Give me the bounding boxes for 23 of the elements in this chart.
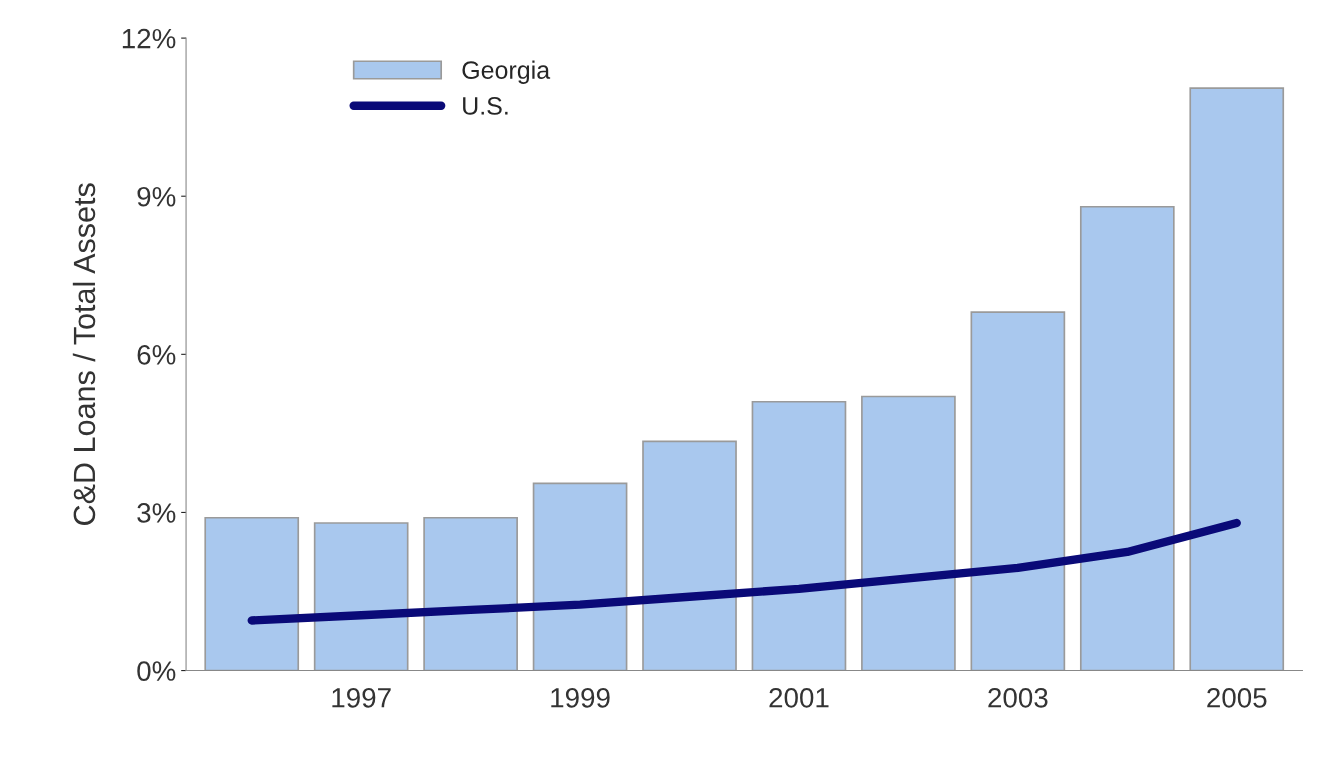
bar <box>642 440 737 671</box>
y-tick-label: 0% <box>137 661 176 681</box>
bar <box>970 311 1066 671</box>
bar <box>313 522 409 671</box>
y-tick-label: 6% <box>137 345 176 365</box>
x-tick-label: 1997 <box>332 687 391 708</box>
legend-label: U.S. <box>463 97 508 115</box>
y-tick-label: 9% <box>137 186 176 207</box>
bar <box>204 516 300 671</box>
y-tick-label: 3% <box>137 503 176 523</box>
x-tick-label: 2005 <box>1207 687 1267 708</box>
x-tick-label: 1999 <box>551 687 610 708</box>
x-tick-label: 2001 <box>769 687 829 708</box>
bar <box>423 516 518 671</box>
bar <box>532 482 628 671</box>
legend-label: Georgia <box>462 60 551 84</box>
y-axis-title: C&D Loans / Total Assets <box>72 183 96 525</box>
x-tick-label: 2003 <box>988 687 1048 708</box>
y-tick-label: 12% <box>122 28 176 49</box>
bar <box>1079 205 1175 671</box>
bar <box>751 400 847 671</box>
bar <box>861 395 956 671</box>
bar <box>1189 87 1285 671</box>
